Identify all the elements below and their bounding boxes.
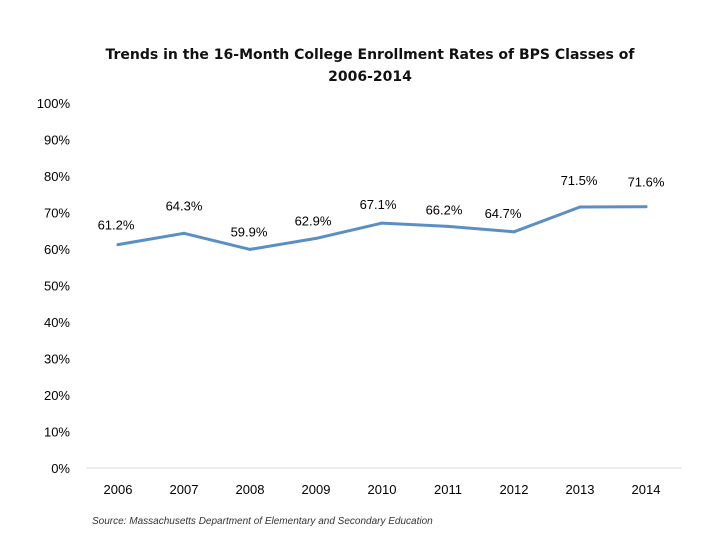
chart-title-line-1: Trends in the 16-Month College Enrollmen…	[105, 47, 635, 63]
data-point	[116, 243, 120, 247]
data-point	[314, 236, 318, 240]
x-axis-ticks: 2006 2007 2008 2009 2010 2011 2012 2013 2014	[104, 482, 661, 497]
data-point	[644, 205, 648, 209]
y-tick-label: 90%	[44, 133, 70, 148]
data-point	[446, 224, 450, 228]
x-tick-label: 2009	[302, 482, 331, 497]
x-tick-label: 2007	[170, 482, 199, 497]
data-label: 61.2%	[98, 218, 135, 233]
y-tick-label: 50%	[44, 279, 70, 294]
y-tick-label: 60%	[44, 242, 70, 257]
chart-title-line-2: 2006-2014	[328, 69, 412, 85]
y-tick-label: 30%	[44, 352, 70, 367]
y-axis-ticks: 0% 10% 20% 30% 40% 50% 60% 70% 80% 90% 100%	[37, 96, 71, 476]
chart-title: Trends in the 16-Month College Enrollmen…	[60, 44, 680, 88]
y-tick-label: 20%	[44, 388, 70, 403]
y-tick-label: 80%	[44, 169, 70, 184]
data-point	[578, 205, 582, 209]
data-labels: 61.2% 64.3% 59.9% 62.9% 67.1% 66.2% 64.7% 71.5%…	[98, 173, 665, 239]
data-points	[116, 205, 648, 251]
x-tick-label: 2012	[500, 482, 529, 497]
x-tick-label: 2010	[368, 482, 397, 497]
data-label: 67.1%	[360, 197, 397, 212]
data-label: 66.2%	[426, 202, 463, 217]
data-label: 64.7%	[485, 206, 522, 221]
y-tick-label: 100%	[37, 96, 71, 111]
x-tick-label: 2013	[566, 482, 595, 497]
y-tick-label: 0%	[51, 461, 70, 476]
data-label: 59.9%	[231, 224, 268, 239]
data-label: 64.3%	[166, 198, 203, 213]
x-tick-label: 2008	[236, 482, 265, 497]
data-label: 62.9%	[295, 213, 332, 228]
y-tick-label: 10%	[44, 425, 70, 440]
data-label: 71.5%	[561, 173, 598, 188]
data-point	[182, 231, 186, 235]
source-note: Source: Massachusetts Department of Elem…	[92, 516, 433, 527]
y-tick-label: 70%	[44, 206, 70, 221]
data-label: 71.6%	[628, 175, 665, 190]
data-point	[380, 221, 384, 225]
x-tick-label: 2014	[632, 482, 661, 497]
data-point	[512, 230, 516, 234]
x-tick-label: 2011	[434, 482, 462, 497]
data-point	[248, 247, 252, 251]
y-tick-label: 40%	[44, 315, 70, 330]
x-tick-label: 2006	[104, 482, 133, 497]
